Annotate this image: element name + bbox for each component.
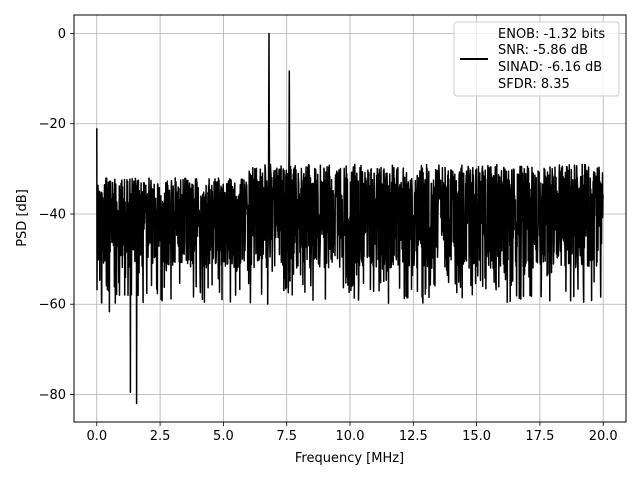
x-tick-label: 20.0 <box>589 429 618 444</box>
x-axis-label: Frequency [MHz] <box>295 451 404 466</box>
legend-box <box>453 21 620 97</box>
x-tick-label: 10.0 <box>336 429 365 444</box>
x-tick-label: 5.0 <box>213 429 234 444</box>
y-tick-label: −20 <box>39 117 66 132</box>
axis-ticks: 0.0 2.5 5.0 7.5 10.0 12.5 15.0 17.5 20.0 0 −20 −40 −… <box>39 27 618 444</box>
y-tick-label: −80 <box>39 388 66 403</box>
legend-line-sinad: SINAD: -6.16 dB <box>498 60 602 75</box>
y-tick-label: −60 <box>39 298 66 313</box>
x-tick-label: 15.0 <box>462 429 491 444</box>
x-tick-label: 17.5 <box>525 429 554 444</box>
legend: ENOB: -1.32 bits SNR: -5.86 dB SINAD: -6… <box>453 21 620 97</box>
x-tick-label: 12.5 <box>399 429 428 444</box>
legend-line-sfdr: SFDR: 8.35 <box>498 77 570 92</box>
y-axis-label: PSD [dB] <box>15 189 30 247</box>
y-tick-label: −40 <box>39 207 66 222</box>
x-tick-label: 7.5 <box>276 429 297 444</box>
x-tick-label: 0.0 <box>86 429 107 444</box>
legend-line-enob: ENOB: -1.32 bits <box>498 27 605 42</box>
psd-series-line <box>96 32 604 405</box>
legend-line-snr: SNR: -5.86 dB <box>498 43 588 58</box>
y-tick-label: 0 <box>58 27 66 42</box>
x-tick-label: 2.5 <box>150 429 171 444</box>
